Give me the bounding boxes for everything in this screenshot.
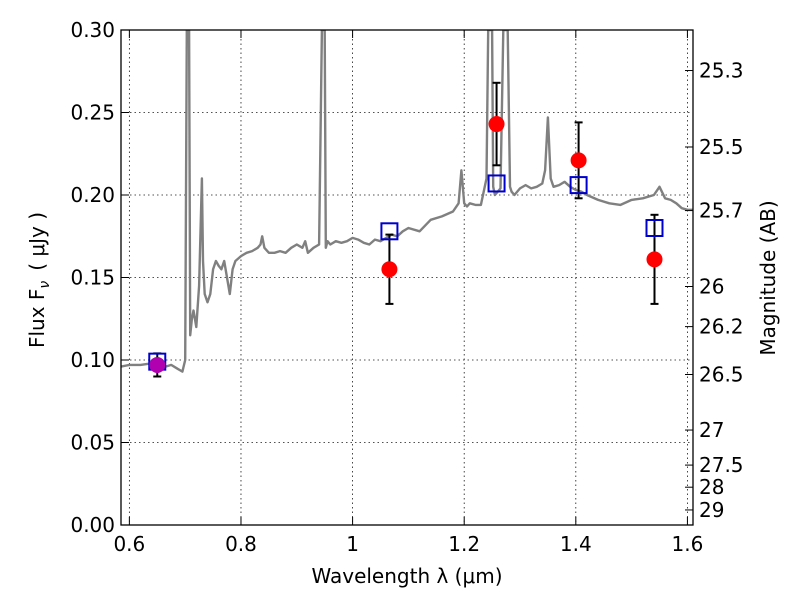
y-axis-label-subscript: ν [37, 281, 53, 289]
observed-points [149, 116, 663, 373]
right-tick-label: 25.5 [699, 135, 744, 159]
model-square [645, 219, 664, 237]
x-tick-label: 0.8 [225, 532, 257, 556]
right-tick-label: 26.5 [699, 363, 744, 387]
x-tick-label: 1.4 [560, 532, 592, 556]
x-tick-label: 1.2 [448, 532, 480, 556]
model-square [569, 176, 588, 195]
right-tick-label: 26.2 [699, 315, 744, 339]
y-axis-title-left: Flux Fν ( μJy ) [25, 212, 53, 348]
y-axis-title-right: Magnitude (AB) [756, 200, 780, 355]
model-square [380, 222, 399, 241]
x-tick-label: 1 [346, 532, 359, 556]
spectrum-path [121, 30, 693, 373]
y-tick-label: 0.30 [70, 18, 115, 42]
x-tick-label: 1.6 [672, 532, 704, 556]
observed-point [570, 152, 587, 169]
y-tick-label: 0.10 [70, 348, 115, 372]
right-tick-label: 29 [699, 498, 724, 522]
y-tick-label: 0.25 [70, 101, 115, 125]
y-tick-label: 0.15 [70, 266, 115, 290]
x-axis-title: Wavelength λ (μm) [311, 564, 502, 588]
x-tick-label: 0.6 [113, 532, 145, 556]
model-square [487, 174, 506, 193]
right-tick-label: 25.7 [699, 199, 744, 223]
ticks: 0.6 0.8 1 1.2 1.4 1.6 0.00 0.05 0.10 0.15 0.20 0.25… [70, 18, 743, 556]
right-tick-label: 27.5 [699, 453, 744, 477]
right-tick-label: 25.3 [699, 59, 744, 83]
observed-point [646, 251, 663, 268]
observed-point [381, 261, 398, 278]
right-tick-label: 26 [699, 274, 724, 298]
y-axis-label-flux: Flux F [25, 289, 49, 348]
right-tick-label: 27 [699, 418, 724, 442]
spectrum-line [121, 30, 693, 373]
observed-point [149, 356, 166, 373]
y-tick-label: 0.20 [70, 183, 115, 207]
right-tick-label: 28 [699, 475, 724, 499]
y-tick-label: 0.05 [70, 431, 115, 455]
y-tick-label: 0.00 [70, 513, 115, 537]
y-axis-label-unit: ( μJy ) [25, 212, 49, 271]
observed-point [488, 116, 505, 133]
